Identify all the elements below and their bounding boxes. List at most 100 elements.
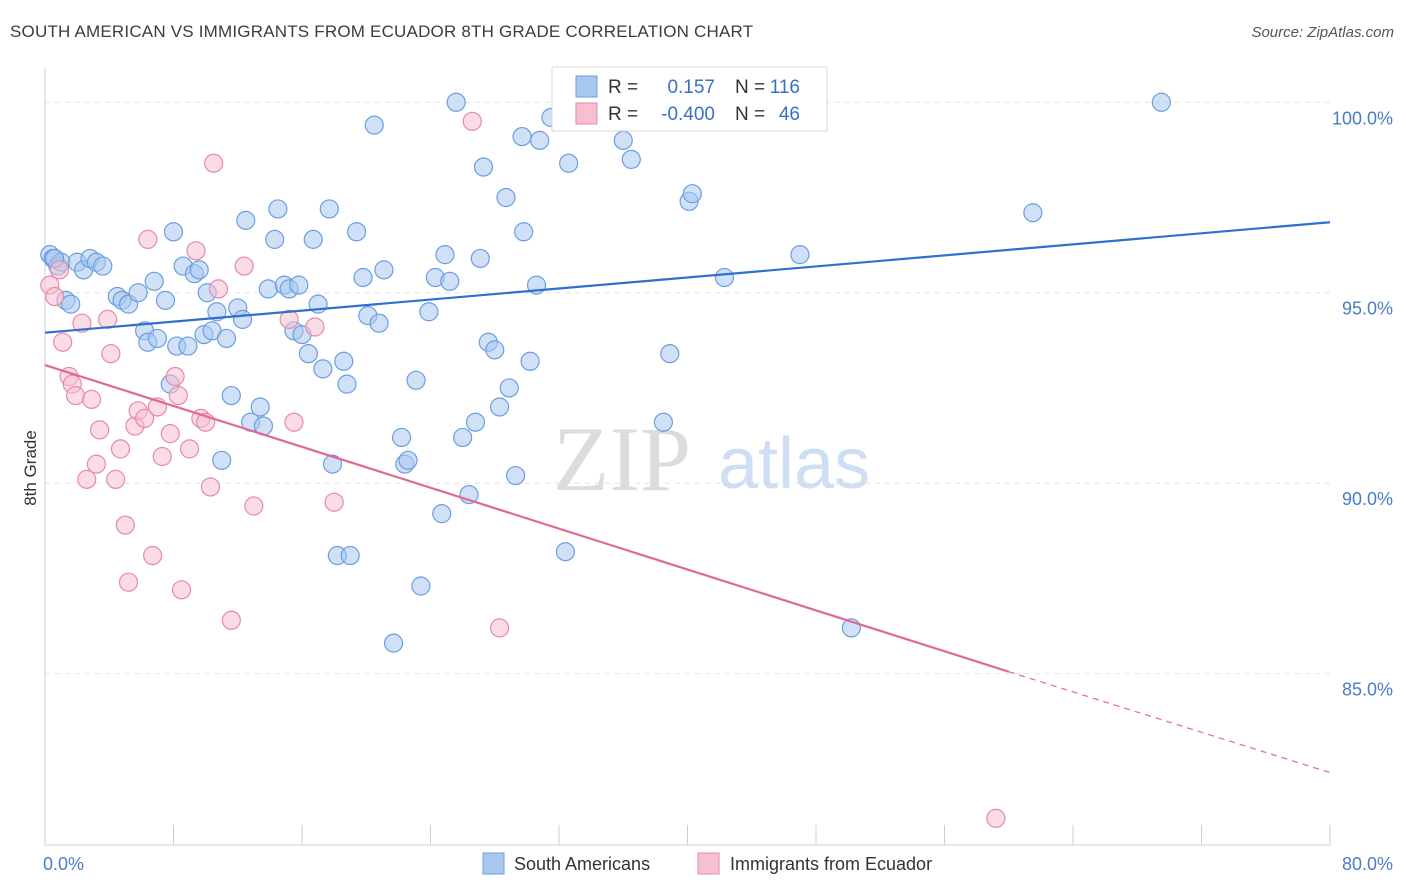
ecuador-point xyxy=(160,424,180,444)
south-americans-point xyxy=(465,412,486,432)
south-americans-point xyxy=(435,245,455,265)
south-americans-point xyxy=(212,450,232,470)
south-americans-point xyxy=(61,294,81,314)
ecuador-point xyxy=(200,477,221,497)
south-americans-point xyxy=(353,267,373,288)
south-americans-point xyxy=(473,157,494,177)
ecuador-point xyxy=(221,610,241,630)
ecuador-point xyxy=(49,260,70,280)
chart-title: SOUTH AMERICAN VS IMMIGRANTS FROM ECUADO… xyxy=(10,22,754,41)
south-americans-point xyxy=(453,427,473,448)
south-americans-point xyxy=(419,302,439,322)
south-americans-point xyxy=(322,454,343,474)
south-americans-point xyxy=(334,351,354,371)
y-tick-label: 90.0% xyxy=(1342,489,1393,509)
south-americans-point xyxy=(207,302,227,322)
south-americans-point xyxy=(383,633,404,653)
grid-lines xyxy=(45,101,1330,675)
chart-source: Source: ZipAtlas.com xyxy=(1251,24,1394,41)
watermark: ZIP atlas xyxy=(553,408,870,510)
south-americans-point xyxy=(411,576,431,596)
correlation-legend: R = 0.157 N = 116 R = -0.400 N = 46 xyxy=(551,66,828,132)
south-americans-point xyxy=(178,336,198,356)
legend-n-value-2: 46 xyxy=(779,104,800,125)
ecuador-point xyxy=(244,496,264,516)
south-americans-point xyxy=(313,359,333,379)
series-legend: South Americans Immigrants from Ecuador xyxy=(482,852,932,875)
ecuador-point xyxy=(234,256,254,276)
south-americans-point xyxy=(155,290,176,310)
legend-swatch-ecuador xyxy=(575,102,598,125)
south-americans-point xyxy=(364,115,384,135)
ecuador-point xyxy=(279,309,299,329)
trend-lines xyxy=(44,221,1331,774)
ecuador-point xyxy=(138,229,158,249)
south-americans-point xyxy=(340,545,360,566)
south-americans-point xyxy=(489,397,510,417)
south-americans-point xyxy=(128,283,148,303)
ecuador-point xyxy=(81,389,102,409)
south-americans-point xyxy=(289,275,309,295)
south-americans-point xyxy=(337,374,357,394)
south-americans-point xyxy=(298,344,319,364)
ecuador-point xyxy=(462,111,482,131)
south-americans-point xyxy=(265,229,285,249)
south-americans-point xyxy=(319,199,339,219)
watermark-atlas: atlas xyxy=(718,424,870,504)
south-americans-trend-line xyxy=(44,221,1331,334)
south-americans-point xyxy=(268,199,288,219)
ecuador-point xyxy=(168,385,188,406)
bottom-legend-label-south-americans: South Americans xyxy=(514,854,650,874)
ecuador-trend-extension xyxy=(1008,671,1331,774)
x-tick-label: 80.0% xyxy=(1342,854,1393,874)
south-americans-point xyxy=(621,149,641,170)
south-americans-point xyxy=(485,340,505,360)
south-americans-point xyxy=(232,309,253,329)
south-americans-point xyxy=(496,187,516,208)
ecuador-point xyxy=(101,344,121,364)
ecuador-point xyxy=(86,454,107,474)
ecuador-point xyxy=(986,808,1006,828)
south-americans-point xyxy=(440,271,460,291)
south-americans-point xyxy=(653,412,674,432)
south-americans-point xyxy=(446,92,466,112)
bottom-legend-swatch-south-americans xyxy=(482,852,505,875)
south-americans-point xyxy=(406,370,426,390)
ecuador-point xyxy=(65,385,86,406)
south-americans-point xyxy=(303,229,323,249)
legend-r-value-1: 0.157 xyxy=(667,77,715,98)
south-americans-point xyxy=(1023,203,1043,223)
ecuador-point xyxy=(171,580,192,600)
ecuador-point xyxy=(324,492,344,512)
south-americans-point xyxy=(514,222,534,242)
south-americans-point xyxy=(221,385,241,406)
tick-labels: 85.0% 90.0% 95.0% 100.0% 0.0% 80.0% xyxy=(43,108,1393,874)
south-americans-point xyxy=(499,378,519,398)
south-americans-point xyxy=(347,222,367,242)
ecuador-point xyxy=(204,153,224,173)
south-americans-point xyxy=(147,328,168,349)
south-americans-point xyxy=(559,153,579,173)
south-americans-point xyxy=(250,397,270,417)
ecuador-point xyxy=(208,279,229,299)
south-americans-point xyxy=(506,465,526,486)
bottom-legend-swatch-ecuador xyxy=(697,852,720,875)
south-americans-point xyxy=(530,130,550,150)
south-americans-point xyxy=(714,267,735,288)
ecuador-point xyxy=(53,332,73,352)
legend-box xyxy=(551,66,828,132)
ecuador-point xyxy=(489,618,510,638)
legend-r-value-2: -0.400 xyxy=(661,104,715,125)
south-americans-point xyxy=(512,126,532,147)
ecuador-point xyxy=(152,446,172,467)
legend-n-label-2: N = xyxy=(735,104,765,125)
ecuador-point xyxy=(284,412,304,432)
ecuador-point xyxy=(90,420,110,440)
y-tick-label: 100.0% xyxy=(1332,108,1393,128)
ecuador-point xyxy=(143,545,163,566)
south-americans-point xyxy=(790,245,810,265)
south-americans-point xyxy=(1151,92,1171,112)
ecuador-trend-line xyxy=(44,364,1010,673)
south-americans-point xyxy=(369,313,389,333)
